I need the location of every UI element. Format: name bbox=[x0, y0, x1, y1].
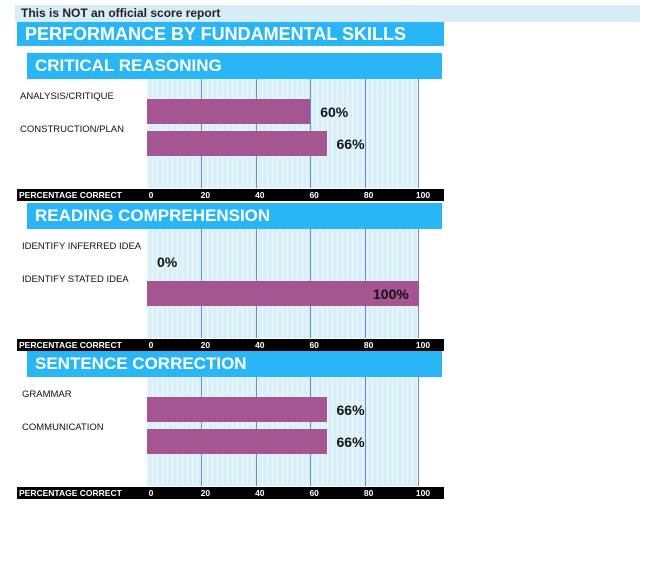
tick-label: 60 bbox=[309, 488, 319, 498]
chart-section: CRITICAL REASONING 60% 66% ANALYSIS/CRITIQU… bbox=[17, 53, 444, 201]
tick-label: 40 bbox=[255, 488, 265, 498]
category-label: CONSTRUCTION/PLAN bbox=[20, 124, 124, 135]
bar bbox=[147, 429, 327, 454]
section-title: SENTENCE CORRECTION bbox=[27, 351, 442, 377]
tick-label: 80 bbox=[363, 340, 374, 350]
bar bbox=[147, 131, 327, 156]
tick-label: 80 bbox=[363, 190, 374, 200]
gridline bbox=[364, 79, 366, 188]
data-label: 0% bbox=[157, 254, 178, 270]
x-axis: PERCENTAGE CORRECT 0 20 40 60 80 100 bbox=[17, 339, 444, 351]
x-axis-label: PERCENTAGE CORRECT bbox=[19, 190, 122, 200]
x-axis-label: PERCENTAGE CORRECT bbox=[19, 340, 122, 350]
category-label: GRAMMAR bbox=[22, 389, 72, 400]
bar bbox=[147, 397, 327, 422]
disclaimer-banner: This is NOT an official score report bbox=[15, 5, 640, 22]
x-axis: PERCENTAGE CORRECT 0 20 40 60 80 100 bbox=[17, 189, 444, 201]
chart-section: SENTENCE CORRECTION 66% 66% GRAMMAR COMMUNIC… bbox=[17, 351, 444, 499]
plot-area: 60% 66% bbox=[147, 79, 419, 188]
section-title: CRITICAL REASONING bbox=[27, 53, 442, 79]
category-label: IDENTIFY INFERRED IDEA bbox=[22, 241, 142, 252]
tick-label: 40 bbox=[255, 340, 265, 350]
category-label: COMMUNICATION bbox=[22, 422, 104, 433]
bar bbox=[147, 99, 311, 124]
tick-label: 60 bbox=[309, 190, 319, 200]
tick-label: 20 bbox=[200, 488, 211, 498]
x-axis-label: PERCENTAGE CORRECT bbox=[19, 488, 122, 498]
tick-label: 20 bbox=[200, 190, 211, 200]
tick-label: 0 bbox=[148, 488, 154, 498]
bar bbox=[147, 281, 419, 306]
gridline bbox=[418, 377, 419, 486]
category-label: IDENTIFY STATED IDEA bbox=[22, 274, 129, 285]
gridline bbox=[364, 377, 366, 486]
tick-label: 20 bbox=[200, 340, 211, 350]
data-label: 100% bbox=[373, 286, 409, 302]
tick-label: 100 bbox=[415, 488, 431, 498]
plot-area: 66% 66% bbox=[147, 377, 419, 486]
data-label: 66% bbox=[336, 434, 365, 450]
tick-label: 100 bbox=[415, 340, 431, 350]
chart-section: READING COMPREHENSION 0% 100% IDENTIFY INFE… bbox=[17, 203, 444, 351]
section-title: READING COMPREHENSION bbox=[27, 203, 442, 229]
data-label: 60% bbox=[320, 104, 349, 120]
x-axis: PERCENTAGE CORRECT 0 20 40 60 80 100 bbox=[17, 487, 444, 499]
tick-label: 60 bbox=[309, 340, 319, 350]
tick-label: 0 bbox=[148, 340, 154, 350]
page-title: PERFORMANCE BY FUNDAMENTAL SKILLS bbox=[17, 22, 444, 46]
tick-label: 40 bbox=[255, 190, 265, 200]
data-label: 66% bbox=[336, 136, 365, 152]
tick-label: 80 bbox=[363, 488, 374, 498]
data-label: 66% bbox=[336, 402, 365, 418]
gridline bbox=[418, 79, 419, 188]
tick-label: 100 bbox=[415, 190, 431, 200]
category-label: ANALYSIS/CRITIQUE bbox=[20, 91, 114, 102]
tick-label: 0 bbox=[148, 190, 154, 200]
plot-area: 0% 100% bbox=[147, 229, 419, 338]
